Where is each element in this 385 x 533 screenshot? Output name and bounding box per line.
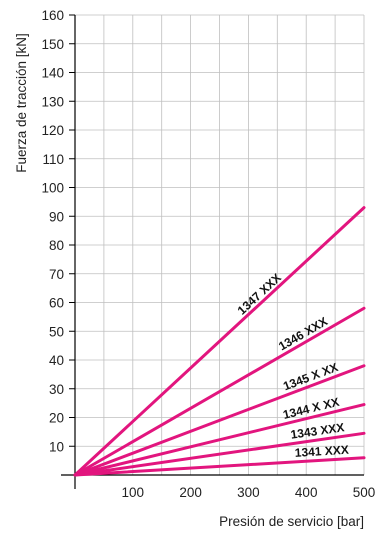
- y-tick-label: 120: [41, 123, 64, 138]
- y-tick-label: 150: [41, 37, 64, 52]
- x-tick-label: 100: [122, 485, 145, 500]
- y-tick-label: 130: [41, 94, 64, 109]
- x-tick-label: 300: [237, 485, 260, 500]
- y-tick-label: 40: [49, 353, 64, 368]
- y-tick-label: 60: [49, 296, 64, 311]
- series-label: 1341 XXX: [294, 443, 349, 460]
- y-axis-label: Fuerza de tracción [kN]: [14, 33, 29, 173]
- y-tick-label: 20: [49, 411, 64, 426]
- x-tick-label: 400: [295, 485, 318, 500]
- series-label: 1347 XXX: [235, 271, 284, 318]
- series-line: [73, 206, 366, 477]
- y-tick-label: 10: [49, 439, 64, 454]
- y-tick-label: 30: [49, 382, 64, 397]
- tick-labels: 100 200 300 400 500 10 20 30 40 50 60 70 80 90 100 110 1…: [41, 8, 375, 500]
- x-axis-label: Presión de servicio [bar]: [219, 514, 364, 529]
- x-tick-label: 500: [353, 485, 376, 500]
- series-lines: [73, 206, 366, 477]
- grid: [75, 14, 365, 475]
- series-line: [73, 364, 366, 477]
- y-tick-label: 100: [41, 181, 64, 196]
- y-tick-label: 50: [49, 324, 64, 339]
- y-tick-label: 90: [49, 209, 64, 224]
- axes: [61, 14, 364, 489]
- series-line: [73, 456, 366, 477]
- y-tick-label: 110: [42, 152, 64, 167]
- series-line: [73, 403, 366, 477]
- x-tick-label: 200: [179, 485, 202, 500]
- y-tick-label: 70: [49, 267, 64, 282]
- y-tick-label: 80: [49, 238, 64, 253]
- y-tick-label: 140: [41, 66, 64, 81]
- series-line: [73, 431, 366, 477]
- series-line: [73, 306, 366, 477]
- y-tick-label: 160: [41, 8, 64, 23]
